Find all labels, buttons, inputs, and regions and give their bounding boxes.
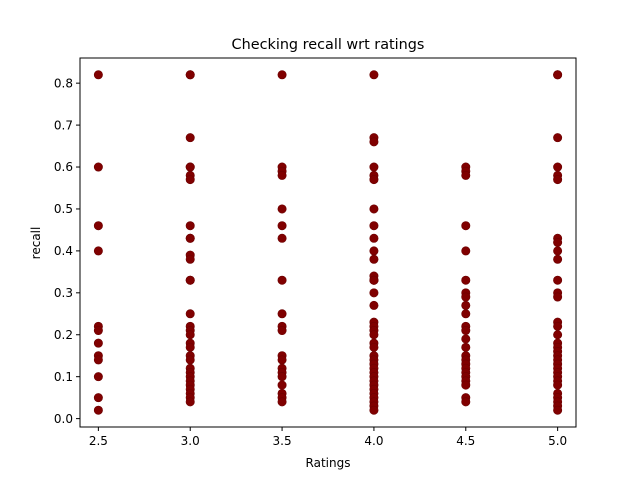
data-point — [553, 405, 563, 415]
y-tick-label: 0.6 — [54, 160, 73, 174]
data-point — [369, 204, 379, 214]
y-tick-label: 0.4 — [54, 244, 73, 258]
data-point — [461, 292, 471, 302]
data-point — [553, 275, 563, 285]
x-tick-label: 3.0 — [181, 434, 200, 448]
data-point — [277, 355, 287, 365]
data-point — [553, 70, 563, 80]
data-point — [461, 342, 471, 352]
data-point — [277, 204, 287, 214]
data-point — [369, 330, 379, 340]
data-point — [93, 246, 103, 256]
data-point — [369, 342, 379, 352]
data-point — [553, 238, 563, 248]
data-point — [369, 221, 379, 231]
data-point — [461, 300, 471, 310]
data-point — [461, 334, 471, 344]
data-point — [185, 162, 195, 172]
data-point — [185, 70, 195, 80]
y-axis-label: recall — [29, 227, 43, 260]
data-point — [185, 355, 195, 365]
data-point — [185, 309, 195, 319]
data-point — [461, 380, 471, 390]
data-point — [461, 309, 471, 319]
data-point — [369, 254, 379, 264]
data-point — [93, 221, 103, 231]
data-point — [277, 233, 287, 243]
y-tick-label: 0.0 — [54, 412, 73, 426]
data-point — [553, 254, 563, 264]
x-tick-label: 4.0 — [364, 434, 383, 448]
data-point — [185, 133, 195, 143]
data-point — [553, 162, 563, 172]
data-point — [93, 372, 103, 382]
data-point — [369, 288, 379, 298]
data-point — [369, 137, 379, 147]
data-point — [93, 355, 103, 365]
data-point — [185, 342, 195, 352]
data-point — [553, 133, 563, 143]
chart-title: Checking recall wrt ratings — [232, 37, 425, 53]
data-point — [553, 292, 563, 302]
x-tick-label: 2.5 — [89, 434, 108, 448]
data-point — [553, 330, 563, 340]
data-point — [185, 330, 195, 340]
data-point — [553, 175, 563, 185]
data-point — [277, 70, 287, 80]
data-point — [277, 170, 287, 180]
data-point — [461, 326, 471, 336]
data-point — [93, 393, 103, 403]
data-point — [277, 326, 287, 336]
x-tick-label: 4.5 — [456, 434, 475, 448]
data-point — [369, 162, 379, 172]
data-point — [185, 254, 195, 264]
data-point — [553, 321, 563, 331]
data-point — [93, 405, 103, 415]
data-point — [369, 275, 379, 285]
data-point — [93, 326, 103, 336]
data-point — [461, 221, 471, 231]
data-point — [553, 246, 563, 256]
y-tick-label: 0.3 — [54, 286, 73, 300]
data-point — [369, 175, 379, 185]
data-point — [369, 405, 379, 415]
data-point — [93, 338, 103, 348]
x-axis-ticks: 2.5 3.0 3.5 4.0 4.5 5.0 — [89, 427, 567, 448]
y-tick-label: 0.1 — [54, 370, 73, 384]
data-point — [369, 233, 379, 243]
x-axis-label: Ratings — [306, 456, 351, 470]
data-point — [185, 175, 195, 185]
data-point — [461, 170, 471, 180]
data-point — [277, 309, 287, 319]
data-point — [277, 275, 287, 285]
data-point — [553, 380, 563, 390]
data-point — [461, 275, 471, 285]
data-point — [461, 397, 471, 407]
y-tick-label: 0.2 — [54, 328, 73, 342]
y-tick-label: 0.8 — [54, 76, 73, 90]
data-point — [185, 275, 195, 285]
y-tick-label: 0.7 — [54, 118, 73, 132]
x-tick-label: 5.0 — [548, 434, 567, 448]
data-point — [277, 380, 287, 390]
data-point — [277, 221, 287, 231]
data-point — [93, 70, 103, 80]
data-point — [461, 246, 471, 256]
data-point — [185, 221, 195, 231]
data-point — [277, 397, 287, 407]
data-point — [369, 300, 379, 310]
data-point — [369, 246, 379, 256]
plot-frame — [79, 57, 577, 428]
y-tick-label: 0.5 — [54, 202, 73, 216]
data-point — [185, 233, 195, 243]
data-point — [185, 397, 195, 407]
data-point — [369, 70, 379, 80]
data-points — [93, 70, 563, 415]
x-tick-label: 3.5 — [273, 434, 292, 448]
data-point — [93, 162, 103, 172]
y-axis-ticks: 0.0 0.1 0.2 0.3 0.4 0.5 0.6 0.7 0.8 — [54, 76, 80, 426]
data-point — [277, 372, 287, 382]
